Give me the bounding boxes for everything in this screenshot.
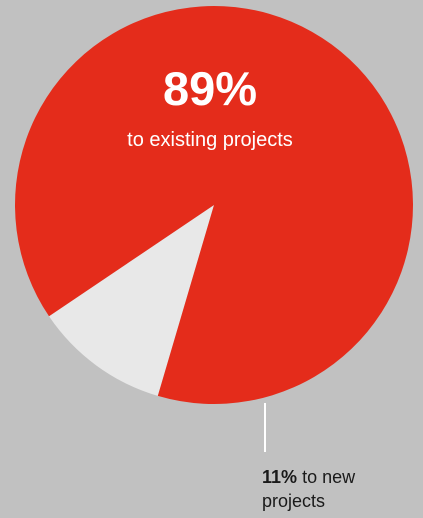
minor-slice-value: 11% <box>262 467 298 487</box>
major-slice-value: 89% <box>162 62 258 115</box>
major-slice-label: to existing projects <box>127 129 293 151</box>
pie-slice-new-projects <box>49 205 215 396</box>
pie-slice-existing-projects <box>14 5 414 404</box>
minor-slice-text: to new projects <box>262 467 356 511</box>
minor-slice-label: 11% to new projects <box>262 465 412 513</box>
pie-slices <box>14 5 414 404</box>
